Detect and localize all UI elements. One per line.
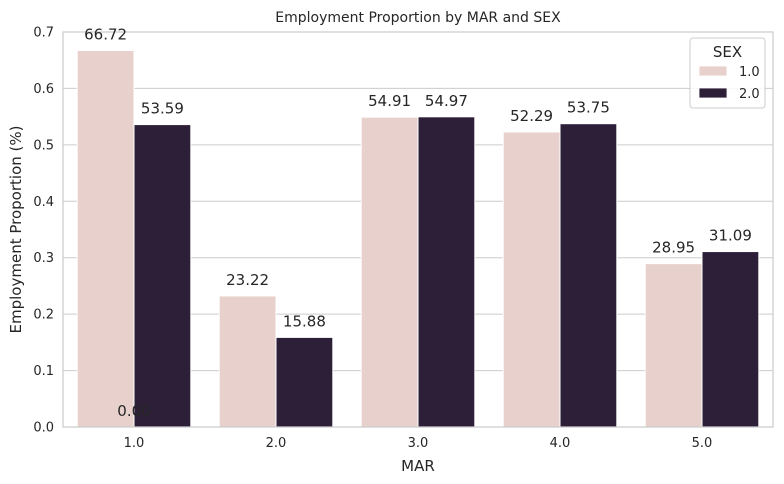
legend-swatch: [698, 65, 728, 77]
data-label: 31.09: [709, 227, 752, 245]
y-tick-label: 0.2: [33, 308, 54, 323]
y-tick-label: 0.5: [33, 138, 54, 153]
y-tick-label: 0.1: [33, 364, 54, 379]
y-tick-label: 0.3: [33, 251, 54, 266]
y-tick-label: 0.4: [33, 195, 54, 210]
bar: [502, 131, 561, 428]
y-axis-label: Employment Proportion (%): [7, 126, 25, 334]
x-tick-label: 1.0: [124, 436, 145, 451]
data-label: 28.95: [652, 239, 695, 257]
y-tick-label: 0.0: [33, 421, 54, 436]
data-label: 66.72: [84, 26, 127, 44]
data-label: 52.29: [510, 107, 553, 125]
data-labels: 66.72 53.59 23.22 15.88 54.91 54.97 52.29 53.75…: [84, 26, 752, 420]
bar: [360, 116, 419, 428]
y-tick-labels: 0.0 0.1 0.2 0.3 0.4 0.5 0.6 0.7: [33, 26, 54, 436]
x-axis-label: MAR: [401, 457, 435, 475]
legend-items: 1.02.0: [698, 65, 760, 102]
plot-frame: [62, 31, 774, 428]
x-tick-label: 5.0: [692, 436, 713, 451]
data-label-zero: 0.00: [117, 402, 150, 420]
data-label: 23.22: [226, 271, 269, 289]
bar: [644, 263, 703, 428]
bars: [76, 50, 760, 428]
chart-title: Employment Proportion by MAR and SEX: [275, 10, 561, 26]
bar: [559, 123, 618, 428]
legend-swatch: [698, 87, 728, 99]
legend: SEX 1.02.0: [689, 37, 766, 109]
legend-title: SEX: [713, 43, 742, 61]
data-label: 53.59: [141, 100, 184, 118]
y-tick-label: 0.7: [33, 26, 54, 41]
x-tick-label: 2.0: [266, 436, 287, 451]
x-tick-label: 4.0: [550, 436, 571, 451]
bar: [218, 295, 277, 428]
x-tick-labels: 1.0 2.0 3.0 4.0 5.0: [124, 436, 713, 451]
bar: [417, 116, 476, 428]
bar: [701, 251, 760, 428]
legend-label: 2.0: [739, 87, 760, 102]
bar: [275, 336, 334, 428]
data-label: 54.97: [425, 92, 468, 110]
legend-label: 1.0: [739, 65, 760, 80]
bar: [133, 124, 192, 428]
data-label: 53.75: [567, 99, 610, 117]
x-tick-label: 3.0: [408, 436, 429, 451]
data-label: 54.91: [368, 92, 411, 110]
y-tick-label: 0.6: [33, 82, 54, 97]
data-label: 15.88: [283, 312, 326, 330]
bar: [76, 50, 135, 428]
